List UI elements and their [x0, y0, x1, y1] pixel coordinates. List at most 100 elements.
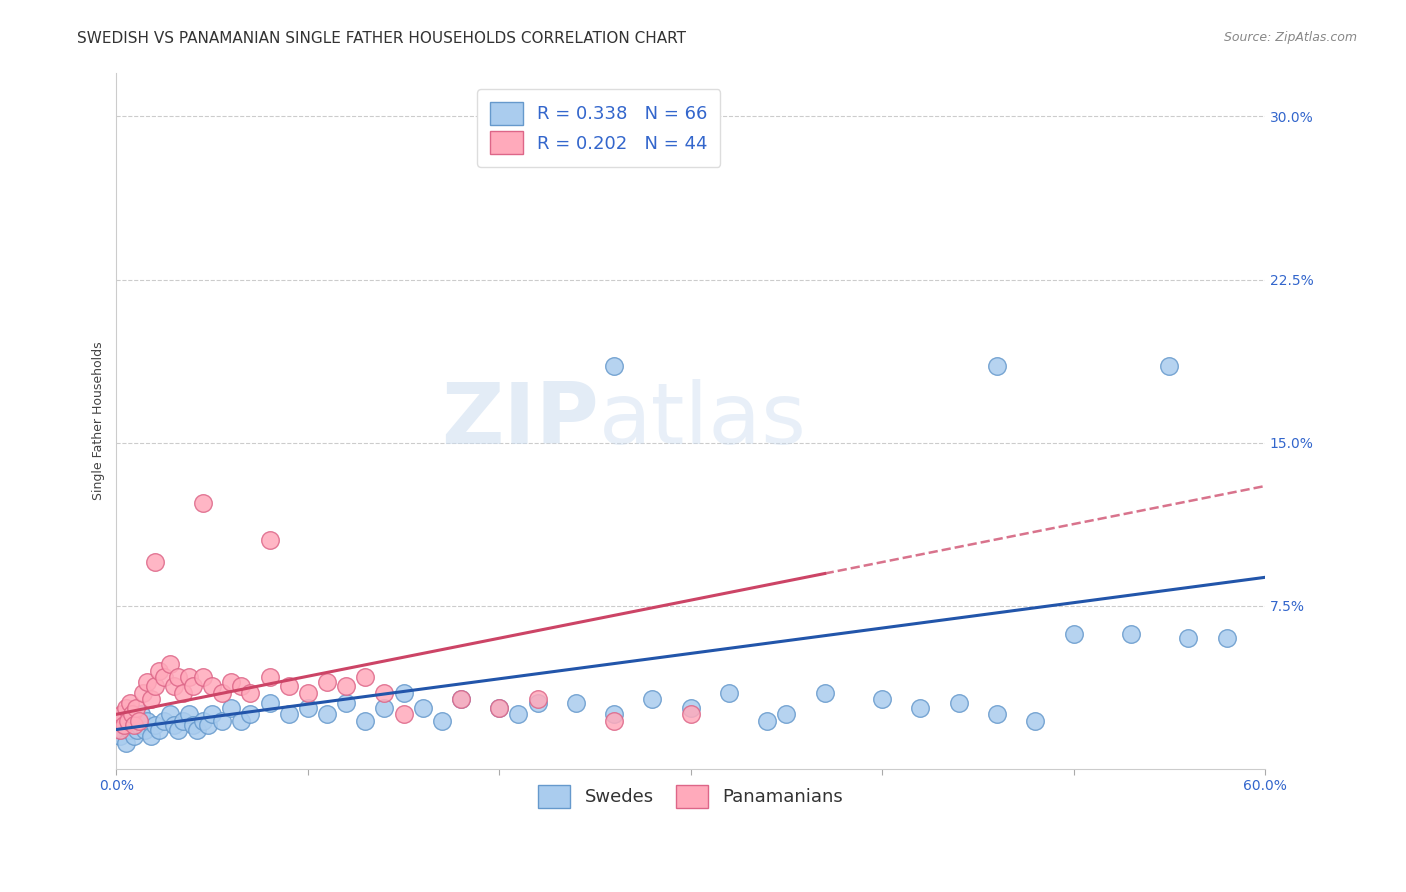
Point: [110, 729, 132, 743]
Point: [124, 714, 146, 728]
Point: [136, 674, 159, 689]
Point: [1024, 714, 1046, 728]
Text: ZIP: ZIP: [441, 379, 599, 462]
Point: [122, 718, 145, 732]
Point: [277, 679, 299, 693]
Point: [392, 685, 415, 699]
Point: [1119, 627, 1142, 641]
Point: [153, 714, 176, 728]
Point: [166, 723, 188, 737]
Point: [229, 714, 252, 728]
Point: [118, 723, 141, 737]
Point: [211, 714, 233, 728]
Point: [172, 685, 194, 699]
Point: [121, 707, 143, 722]
Point: [1063, 627, 1085, 641]
Point: [197, 718, 219, 732]
Point: [641, 692, 664, 706]
Point: [508, 707, 530, 722]
Point: [131, 707, 153, 722]
Point: [124, 700, 146, 714]
Point: [526, 697, 548, 711]
Point: [392, 707, 415, 722]
Point: [910, 700, 932, 714]
Point: [201, 707, 224, 722]
Point: [430, 714, 453, 728]
Point: [127, 723, 149, 737]
Point: [297, 685, 319, 699]
Point: [335, 697, 357, 711]
Point: [1177, 631, 1199, 645]
Point: [814, 685, 837, 699]
Point: [132, 685, 155, 699]
Point: [316, 707, 339, 722]
Point: [335, 679, 357, 693]
Point: [603, 714, 626, 728]
Point: [277, 707, 299, 722]
Point: [488, 700, 510, 714]
Point: [118, 697, 141, 711]
Point: [115, 735, 138, 749]
Text: SWEDISH VS PANAMANIAN SINGLE FATHER HOUSEHOLDS CORRELATION CHART: SWEDISH VS PANAMANIAN SINGLE FATHER HOUS…: [77, 31, 686, 46]
Point: [986, 359, 1008, 374]
Point: [111, 723, 134, 737]
Y-axis label: Single Father Households: Single Father Households: [93, 342, 105, 500]
Point: [450, 692, 472, 706]
Point: [191, 714, 214, 728]
Point: [179, 707, 201, 722]
Point: [717, 685, 740, 699]
Point: [143, 718, 166, 732]
Point: [1215, 631, 1237, 645]
Point: [172, 714, 194, 728]
Point: [107, 714, 129, 728]
Point: [373, 685, 395, 699]
Point: [239, 685, 262, 699]
Point: [239, 707, 262, 722]
Point: [565, 697, 588, 711]
Point: [603, 359, 626, 374]
Point: [986, 707, 1008, 722]
Point: [139, 692, 162, 706]
Point: [128, 714, 150, 728]
Point: [143, 555, 166, 569]
Point: [122, 729, 145, 743]
Point: [259, 697, 281, 711]
Point: [211, 685, 233, 699]
Point: [870, 692, 893, 706]
Point: [373, 700, 395, 714]
Point: [181, 718, 204, 732]
Point: [115, 700, 138, 714]
Text: Source: ZipAtlas.com: Source: ZipAtlas.com: [1223, 31, 1357, 45]
Point: [259, 533, 281, 548]
Point: [948, 697, 970, 711]
Point: [354, 714, 377, 728]
Point: [775, 707, 797, 722]
Point: [179, 670, 201, 684]
Point: [159, 657, 181, 672]
Point: [139, 729, 162, 743]
Point: [163, 718, 186, 732]
Point: [112, 714, 135, 728]
Point: [112, 718, 135, 732]
Point: [111, 707, 134, 722]
Point: [756, 714, 779, 728]
Point: [488, 700, 510, 714]
Point: [191, 670, 214, 684]
Point: [110, 723, 132, 737]
Point: [259, 670, 281, 684]
Point: [181, 679, 204, 693]
Point: [297, 700, 319, 714]
Point: [679, 707, 702, 722]
Point: [117, 714, 139, 728]
Point: [121, 707, 143, 722]
Point: [191, 496, 214, 510]
Point: [163, 679, 186, 693]
Point: [412, 700, 434, 714]
Point: [229, 679, 252, 693]
Point: [143, 679, 166, 693]
Point: [136, 714, 159, 728]
Point: [679, 700, 702, 714]
Point: [134, 723, 156, 737]
Point: [526, 692, 548, 706]
Point: [354, 670, 377, 684]
